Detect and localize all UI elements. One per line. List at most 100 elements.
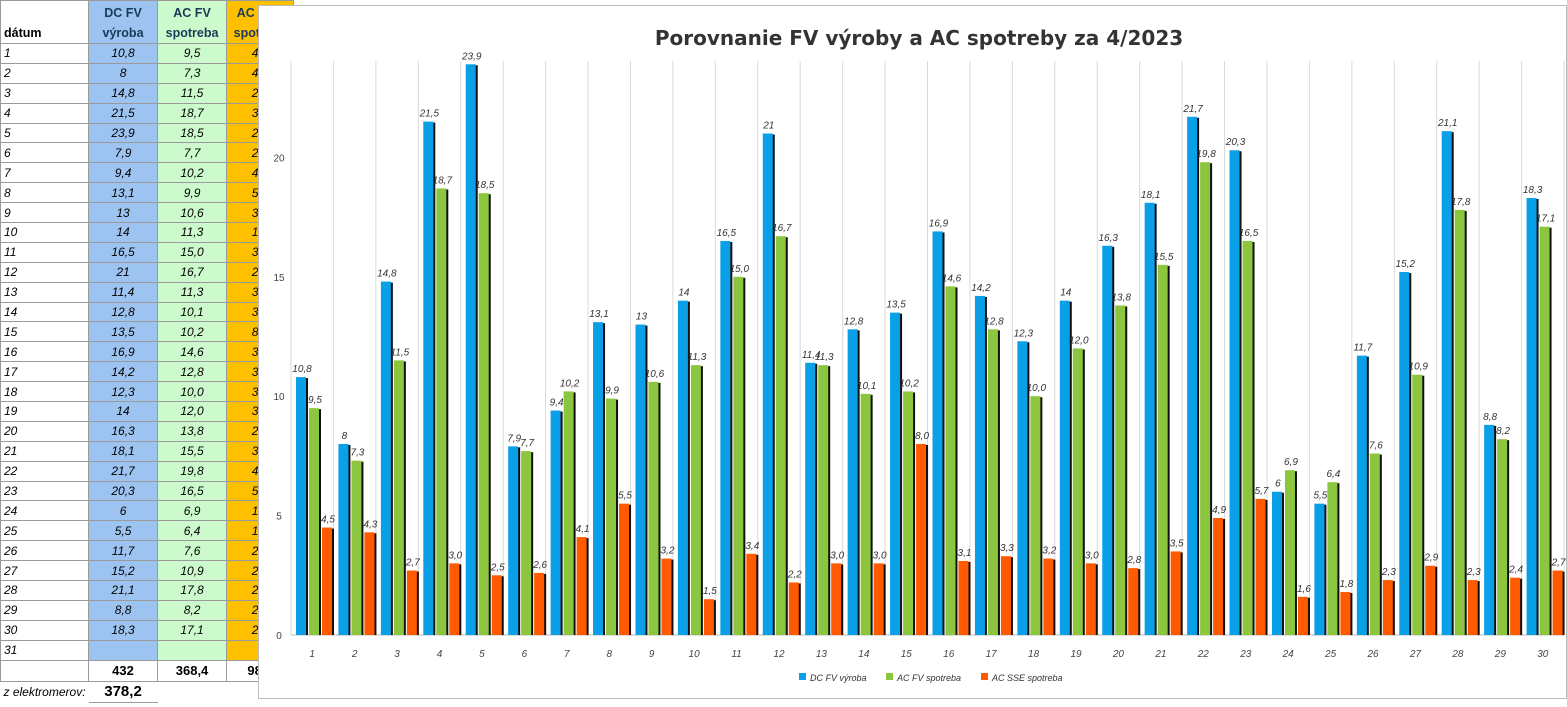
table-cell[interactable]: 26 <box>0 540 90 562</box>
table-cell[interactable]: 7,6 <box>157 540 228 562</box>
table-cell[interactable]: 12,8 <box>88 301 159 323</box>
table-cell[interactable]: 27 <box>0 560 90 582</box>
table-cell[interactable]: 16 <box>0 341 90 363</box>
table-cell[interactable]: 22 <box>0 460 90 482</box>
table-cell[interactable]: 20,3 <box>88 480 159 502</box>
table-cell[interactable]: 9,5 <box>157 43 228 64</box>
table-cell[interactable]: 13,8 <box>157 420 228 442</box>
table-cell[interactable]: 23 <box>0 480 90 502</box>
bar-dc <box>550 410 561 635</box>
table-cell[interactable]: 7,3 <box>157 62 228 84</box>
table-cell[interactable]: 7,7 <box>157 142 228 164</box>
table-cell[interactable]: 13 <box>88 202 159 224</box>
table-cell[interactable]: 11,3 <box>157 222 228 243</box>
table-cell[interactable]: 11,3 <box>157 281 228 303</box>
table-cell[interactable]: 15,5 <box>157 440 228 462</box>
table-cell[interactable]: 19 <box>0 401 90 422</box>
table-cell[interactable]: 29 <box>0 599 90 621</box>
table-cell[interactable]: 24 <box>0 500 90 522</box>
meter-value[interactable]: 378,2 <box>88 681 158 703</box>
table-cell[interactable]: 21 <box>88 261 159 283</box>
table-cell[interactable]: 10,8 <box>88 43 159 64</box>
table-cell[interactable]: 15 <box>0 321 90 343</box>
table-cell[interactable]: 16,5 <box>157 480 228 502</box>
table-cell[interactable]: 31 <box>0 639 90 661</box>
table-cell[interactable]: 10,2 <box>157 321 228 343</box>
table-cell[interactable]: 10,6 <box>157 202 228 224</box>
table-cell[interactable]: 1 <box>0 43 90 64</box>
header-dc: DC FV výroba <box>88 0 159 44</box>
table-cell[interactable]: 14 <box>88 401 159 422</box>
data-label: 3,4 <box>745 541 759 552</box>
total-cell[interactable]: 368,4 <box>157 659 228 682</box>
table-cell[interactable]: 21,5 <box>88 102 159 124</box>
table-cell[interactable]: 30 <box>0 619 90 641</box>
table-cell[interactable]: 5,5 <box>88 520 159 542</box>
table-cell[interactable]: 12,3 <box>88 381 159 403</box>
table-cell[interactable]: 8,2 <box>157 599 228 621</box>
table-cell[interactable]: 14,2 <box>88 361 159 383</box>
table-cell[interactable]: 9,4 <box>88 162 159 184</box>
table-cell[interactable]: 21 <box>0 440 90 462</box>
table-cell[interactable]: 3 <box>0 82 90 104</box>
table-cell[interactable]: 17,1 <box>157 619 228 641</box>
table-cell[interactable]: 11,4 <box>88 281 159 303</box>
table-cell[interactable]: 8 <box>0 182 90 204</box>
table-cell[interactable]: 15,0 <box>157 241 228 263</box>
table-cell[interactable]: 23,9 <box>88 122 159 144</box>
table-cell[interactable] <box>157 639 228 661</box>
table-cell[interactable]: 7 <box>0 162 90 184</box>
table-cell[interactable]: 14,8 <box>88 82 159 104</box>
table-cell[interactable]: 17 <box>0 361 90 383</box>
table-cell[interactable]: 6,9 <box>157 500 228 522</box>
table-cell[interactable]: 16,3 <box>88 420 159 442</box>
table-cell[interactable]: 20 <box>0 420 90 442</box>
table-cell[interactable]: 12,8 <box>157 361 228 383</box>
table-cell[interactable]: 10,1 <box>157 301 228 323</box>
table-cell[interactable]: 4 <box>0 102 90 124</box>
table-cell[interactable]: 10,2 <box>157 162 228 184</box>
table-cell[interactable]: 6 <box>88 500 159 522</box>
table-cell[interactable]: 18,1 <box>88 440 159 462</box>
table-cell[interactable]: 14 <box>0 301 90 323</box>
table-cell[interactable]: 2 <box>0 62 90 84</box>
table-cell[interactable]: 16,5 <box>88 241 159 263</box>
table-cell[interactable]: 10,9 <box>157 560 228 582</box>
table-cell[interactable]: 6,4 <box>157 520 228 542</box>
table-cell[interactable]: 21,7 <box>88 460 159 482</box>
table-cell[interactable]: 14 <box>88 222 159 243</box>
table-cell[interactable]: 13 <box>0 281 90 303</box>
table-cell[interactable] <box>88 639 159 661</box>
table-cell[interactable]: 18,5 <box>157 122 228 144</box>
table-cell[interactable]: 19,8 <box>157 460 228 482</box>
table-cell[interactable]: 11,5 <box>157 82 228 104</box>
table-cell[interactable]: 14,6 <box>157 341 228 363</box>
table-cell[interactable]: 16,7 <box>157 261 228 283</box>
table-cell[interactable]: 12,0 <box>157 401 228 422</box>
table-cell[interactable]: 8,8 <box>88 599 159 621</box>
table-cell[interactable]: 9,9 <box>157 182 228 204</box>
table-cell[interactable]: 10,0 <box>157 381 228 403</box>
table-cell[interactable]: 13,5 <box>88 321 159 343</box>
table-cell[interactable]: 17,8 <box>157 580 228 601</box>
table-cell[interactable]: 11 <box>0 241 90 263</box>
table-cell[interactable]: 12 <box>0 261 90 283</box>
table-cell[interactable]: 6 <box>0 142 90 164</box>
chart[interactable]: Porovnanie FV výroby a AC spotreby za 4/… <box>258 5 1567 699</box>
table-cell[interactable]: 11,7 <box>88 540 159 562</box>
table-cell[interactable]: 7,9 <box>88 142 159 164</box>
total-cell[interactable]: 432 <box>88 659 159 682</box>
table-cell[interactable]: 16,9 <box>88 341 159 363</box>
table-cell[interactable]: 8 <box>88 62 159 84</box>
table-cell[interactable]: 28 <box>0 580 90 601</box>
table-cell[interactable]: 18,3 <box>88 619 159 641</box>
table-cell[interactable]: 10 <box>0 222 90 243</box>
table-cell[interactable]: 13,1 <box>88 182 159 204</box>
table-cell[interactable]: 25 <box>0 520 90 542</box>
table-cell[interactable]: 18 <box>0 381 90 403</box>
table-cell[interactable]: 15,2 <box>88 560 159 582</box>
table-cell[interactable]: 21,1 <box>88 580 159 601</box>
table-cell[interactable]: 9 <box>0 202 90 224</box>
table-cell[interactable]: 5 <box>0 122 90 144</box>
table-cell[interactable]: 18,7 <box>157 102 228 124</box>
